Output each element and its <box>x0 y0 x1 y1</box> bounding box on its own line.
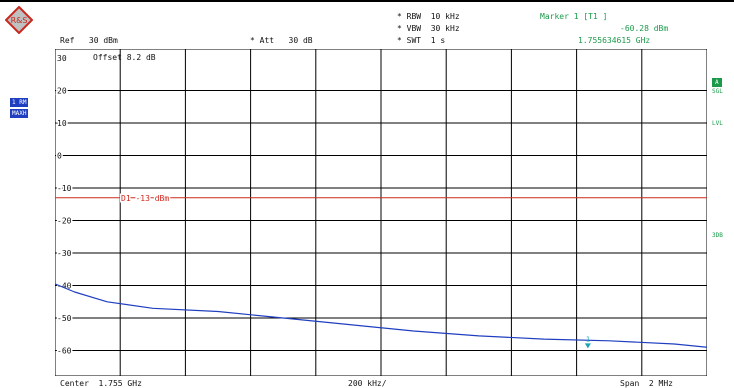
analyzer-logo-icon: R&S <box>5 6 33 34</box>
trace-group <box>55 283 707 348</box>
marker-frequency: 1.755634615 GHz <box>578 36 651 45</box>
limit-line-label: D1 -13 dBm <box>121 194 169 203</box>
right-3db-label: 3DB <box>712 232 723 239</box>
marker-label: 1 <box>586 335 590 343</box>
y-tick-label: -30 <box>57 249 72 258</box>
center-frequency: Center 1.755 GHz <box>60 379 142 388</box>
marker-title: Marker 1 [T1 ] <box>540 12 608 21</box>
y-tick-label: 0 <box>57 152 62 161</box>
right-a-badge: A <box>712 78 722 87</box>
frequency-per-division: 200 kHz/ <box>348 379 387 388</box>
rbw-readout: * RBW 10 kHz <box>397 12 460 21</box>
trace-badge: 1 RM <box>10 98 29 107</box>
y-tick-label: 20 <box>57 87 67 96</box>
right-sgl-label: SGL <box>712 88 723 95</box>
span-label: Span 2 MHz <box>620 379 673 388</box>
y-tick-label: -60 <box>57 347 72 356</box>
svg-text:R&S: R&S <box>11 16 28 25</box>
marker-triangle <box>584 343 591 349</box>
swt-readout: * SWT 1 s <box>397 36 446 45</box>
spectrum-trace <box>55 283 707 348</box>
vbw-readout: * VBW 30 kHz <box>397 24 460 33</box>
limit-line-group: D1 -13 dBm <box>55 192 707 204</box>
y-tick-label: 10 <box>57 119 67 128</box>
detector-badge: MAXH <box>10 109 29 118</box>
window-top-edge <box>0 0 734 5</box>
marker-level: -60.28 dBm <box>620 24 669 33</box>
offset-label: Offset 8.2 dB <box>93 53 156 62</box>
plot-grid <box>55 49 707 376</box>
attenuation: * Att 30 dB <box>250 36 313 45</box>
ref-level: Ref 30 dBm <box>60 36 118 45</box>
marker-group: 1 <box>584 335 591 349</box>
right-lvl-label: LVL <box>712 120 723 127</box>
y-tick-label: -20 <box>57 217 72 226</box>
y-tick-label: -50 <box>57 314 72 323</box>
y-tick-label: -10 <box>57 184 72 193</box>
y-tick-label: 30 <box>57 54 67 63</box>
